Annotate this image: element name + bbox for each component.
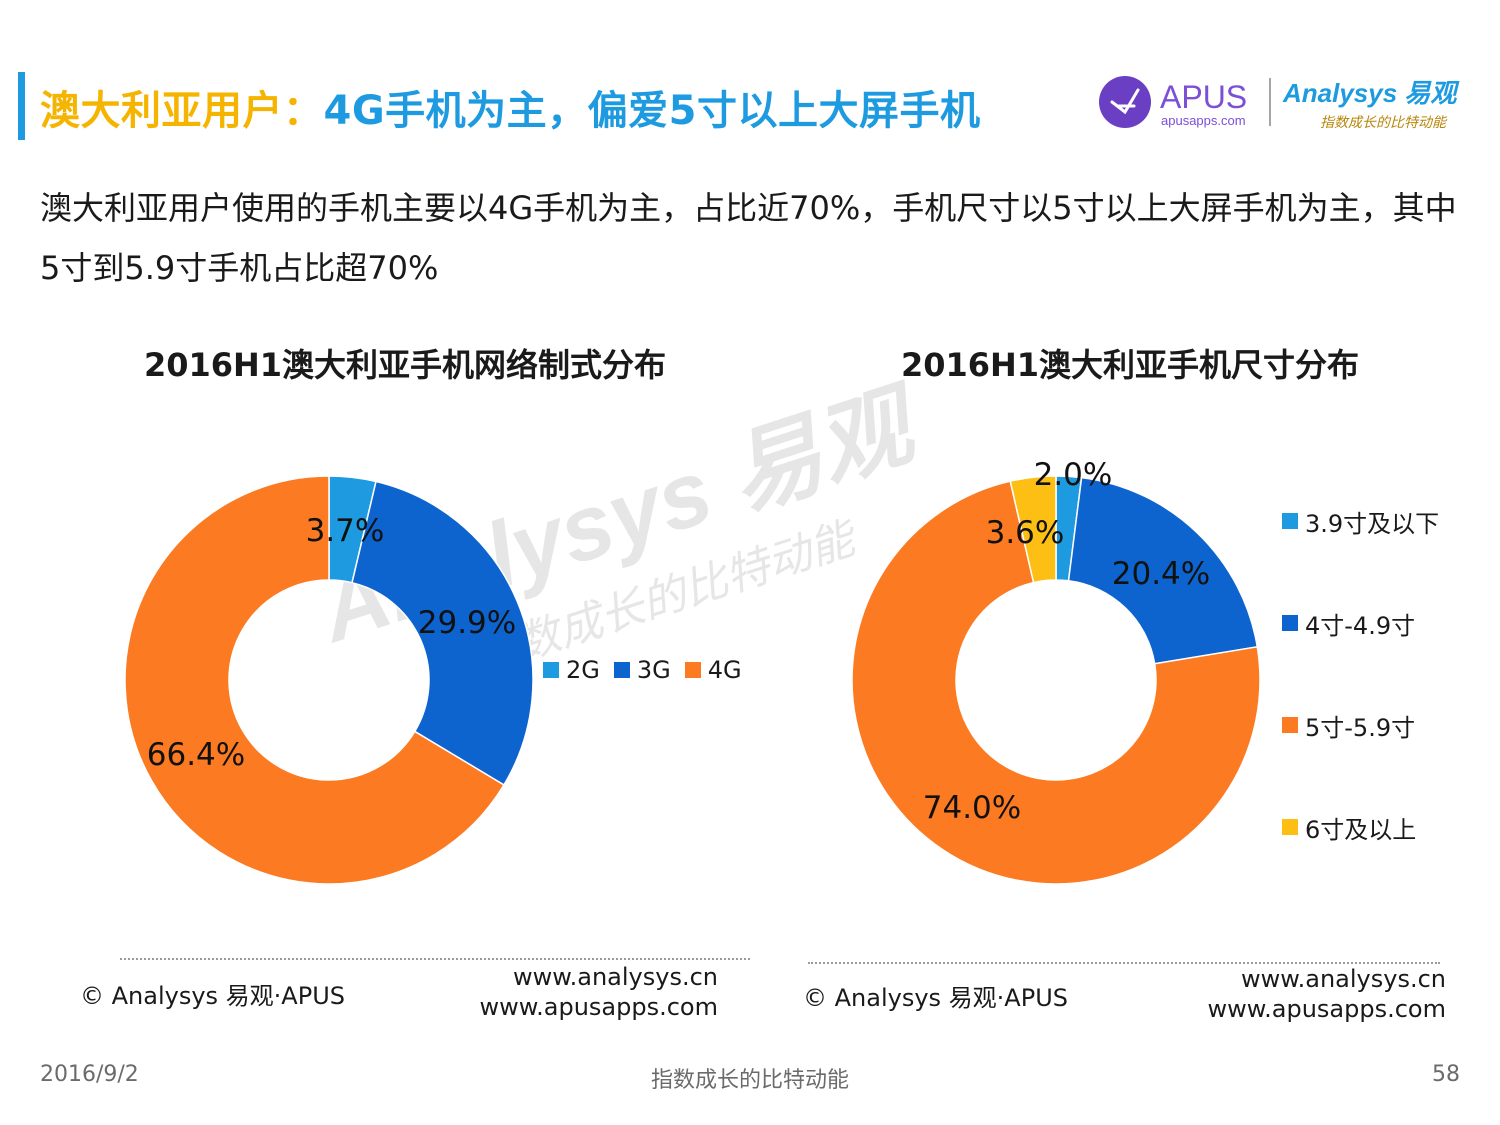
legend-item-size-5: 5寸-5.9寸 xyxy=(1282,708,1439,742)
chart1-slice-2 xyxy=(124,475,505,885)
chart2-data-label-1: 20.4% xyxy=(1112,556,1210,592)
footer-right-copyright: © Analysys 易观·APUS xyxy=(803,984,1068,1012)
legend-swatch-4g xyxy=(684,662,701,678)
legend-label-size-4: 4寸-4.9寸 xyxy=(1305,611,1416,640)
chart2-data-label-2: 74.0% xyxy=(923,790,1021,826)
chart1-title: 2016H1澳大利亚手机网络制式分布 xyxy=(143,346,667,384)
footer-right-urls: www.analysys.cn www.apusapps.com xyxy=(1148,964,1446,1024)
footer-left-urls: www.analysys.cn www.apusapps.com xyxy=(420,962,718,1022)
footer-left-url-apus[interactable]: www.apusapps.com xyxy=(479,993,718,1021)
footer-right-url-analysys[interactable]: www.analysys.cn xyxy=(1240,965,1446,993)
legend-label-4g: 4G xyxy=(707,656,742,684)
legend-swatch-size-5 xyxy=(1282,717,1298,733)
analysys-logo: Analysys 易观 指数成长的比特动能 xyxy=(1282,78,1460,131)
legend-label-size-6: 6寸及以上 xyxy=(1305,815,1417,844)
legend-item-size-3-9: 3.9寸及以下 xyxy=(1282,504,1439,538)
legend-swatch-size-3-9 xyxy=(1282,513,1298,529)
legend-label-size-3-9: 3.9寸及以下 xyxy=(1305,509,1440,538)
title-accent-bar xyxy=(18,72,25,140)
chart1-legend: 2G 3G 4G xyxy=(543,656,742,684)
chart2-data-label-0: 2.0% xyxy=(1034,457,1113,493)
page-title-part1: 澳大利亚用户： xyxy=(40,88,324,134)
chart2-slice-2 xyxy=(851,480,1261,885)
legend-swatch-size-4 xyxy=(1282,615,1298,631)
legend-label-size-5: 5寸-5.9寸 xyxy=(1305,713,1416,742)
chart2-slice-1 xyxy=(1067,476,1259,665)
apus-logo-domain: apusapps.com xyxy=(1161,113,1246,128)
page-title: 澳大利亚用户：4G手机为主，偏爱5寸以上大屏手机 xyxy=(40,78,981,136)
legend-label-2g: 2G xyxy=(566,656,600,684)
chart2-slice-3 xyxy=(1009,475,1057,584)
analysys-logo-tagline: 指数成长的比特动能 xyxy=(1320,115,1448,131)
chart2-title: 2016H1澳大利亚手机尺寸分布 xyxy=(900,346,1360,384)
legend-item-size-4: 4寸-4.9寸 xyxy=(1282,606,1439,640)
page-title-part2: 4G手机为主，偏爱5寸以上大屏手机 xyxy=(323,88,981,134)
footer-tagline: 指数成长的比特动能 xyxy=(650,1068,849,1093)
legend-swatch-size-6 xyxy=(1282,819,1298,835)
chart2-legend: 3.9寸及以下 4寸-4.9寸 5寸-5.9寸 6寸及以上 xyxy=(1282,504,1439,912)
chart1-slice-1 xyxy=(351,480,534,786)
chart2-data-label-3: 3.6% xyxy=(986,515,1065,551)
apus-logo-text: APUS xyxy=(1160,79,1247,115)
chart1-data-label-0: 3.7% xyxy=(306,513,385,549)
footer-divider-right xyxy=(808,962,1440,964)
legend-item-2g: 2G xyxy=(543,656,600,684)
header-logos: APUS apusapps.com Analysys 易观 指数成长的比特动能 xyxy=(1099,76,1460,131)
chart1-data-label-2: 66.4% xyxy=(147,737,245,773)
legend-item-size-6: 6寸及以上 xyxy=(1282,810,1439,844)
legend-item-3g: 3G xyxy=(613,656,671,684)
legend-swatch-3g xyxy=(613,662,630,678)
footer-right-url-apus[interactable]: www.apusapps.com xyxy=(1207,995,1446,1023)
legend-item-4g: 4G xyxy=(684,656,742,684)
analysys-logo-text: Analysys 易观 xyxy=(1282,78,1460,108)
footer-divider-left xyxy=(120,958,750,960)
apus-logo: APUS apusapps.com xyxy=(1099,76,1247,128)
footer-left-url-analysys[interactable]: www.analysys.cn xyxy=(512,963,718,991)
summary-text: 澳大利亚用户使用的手机主要以4G手机为主，占比近70%，手机尺寸以5寸以上大屏手… xyxy=(40,189,1457,287)
footer-page-number: 58 xyxy=(1432,1062,1460,1087)
legend-swatch-2g xyxy=(543,662,559,678)
footer-date: 2016/9/2 xyxy=(40,1062,139,1087)
chart1-data-label-1: 29.9% xyxy=(418,605,516,641)
footer-left-copyright: © Analysys 易观·APUS xyxy=(80,982,345,1010)
legend-label-3g: 3G xyxy=(636,656,671,684)
